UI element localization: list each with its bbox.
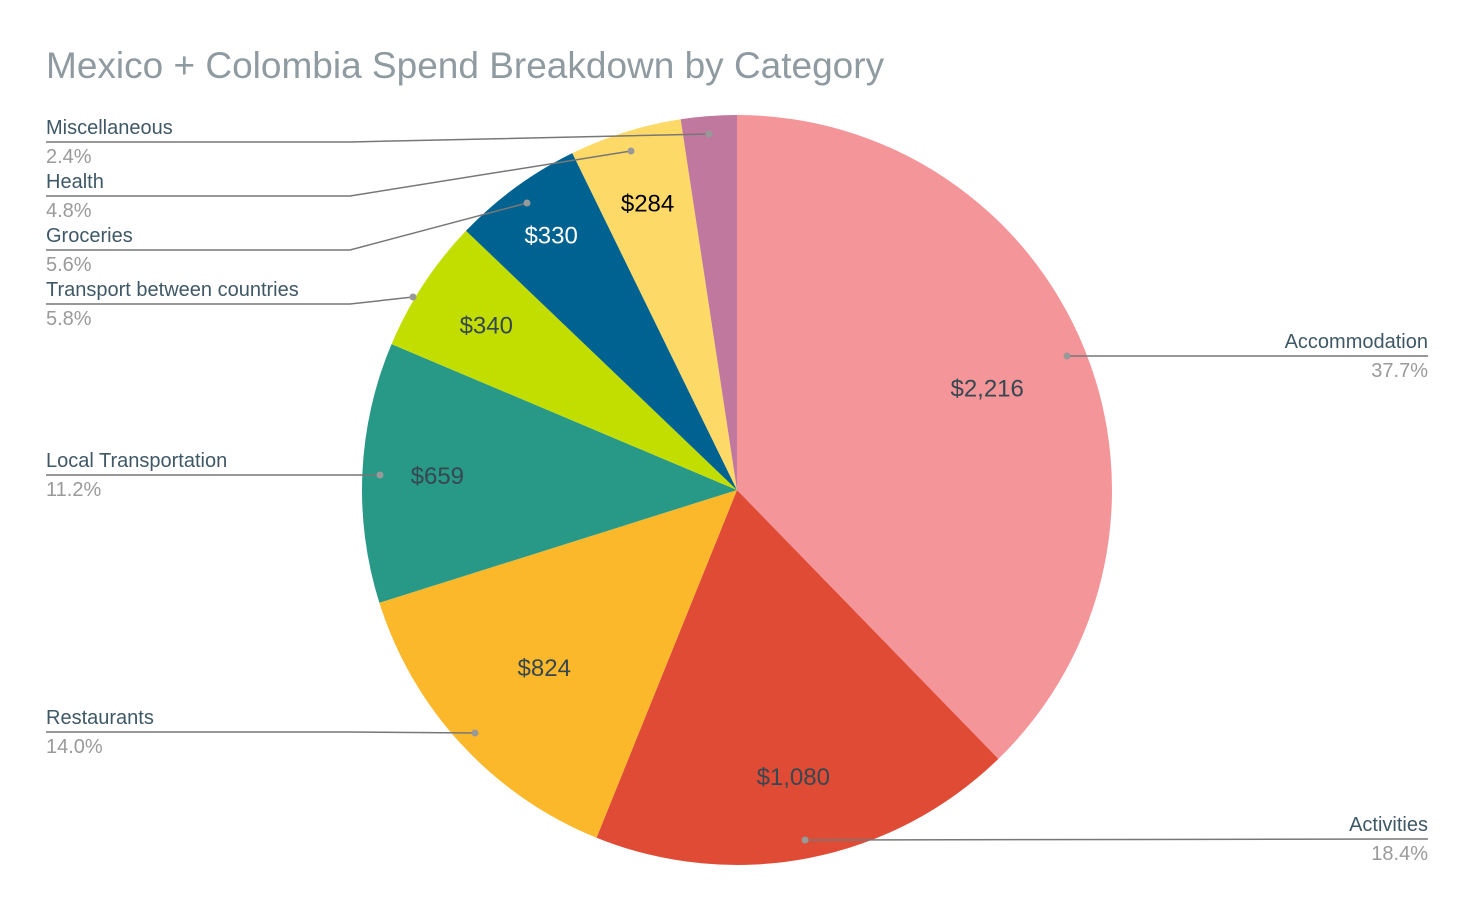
slice-name-label: Restaurants [46, 707, 154, 729]
slice-percent-label: 5.6% [46, 254, 92, 276]
pie-slice-accommodation [737, 115, 1112, 759]
pie-slice-miscellaneous [680, 115, 737, 490]
slice-percent-label: 4.8% [46, 200, 92, 222]
leader-line [46, 202, 528, 251]
slice-name-label: Miscellaneous [46, 117, 173, 139]
slice-name-label: Groceries [46, 225, 133, 247]
slice-value-label: $2,216 [950, 375, 1023, 402]
leader-line [46, 731, 476, 734]
slice-percent-label: 14.0% [46, 736, 103, 758]
pie-slice-restaurants [379, 490, 737, 838]
pie-slice-transport-between-countries [391, 230, 737, 490]
slice-name-label: Accommodation [1285, 331, 1428, 353]
slice-name-label: Local Transportation [46, 450, 227, 472]
leader-dot [801, 836, 809, 844]
slice-name-label: Activities [1349, 814, 1428, 836]
slice-name-label: Transport between countries [46, 279, 299, 301]
slice-value-label: $1,080 [757, 764, 830, 791]
leader-line [804, 838, 1429, 841]
leader-dot [471, 729, 479, 737]
leader-dot [627, 147, 635, 155]
leader-line [46, 296, 414, 305]
leader-dot [523, 199, 531, 207]
slice-percent-label: 11.2% [46, 479, 101, 501]
leader-line [46, 150, 632, 197]
leader-line [46, 133, 710, 143]
slice-value-label: $284 [621, 191, 674, 218]
slice-value-label: $824 [518, 655, 571, 682]
slice-name-label: Health [46, 171, 104, 193]
leader-dot [705, 130, 713, 138]
leader-dot [376, 471, 384, 479]
slice-percent-label: 18.4% [1371, 843, 1428, 865]
slice-percent-label: 5.8% [46, 308, 92, 330]
pie-slice-health [572, 119, 737, 490]
pie-slice-groceries [466, 153, 737, 490]
pie-slice-local-transportation [361, 344, 737, 603]
slice-percent-label: 2.4% [46, 146, 92, 168]
slice-value-label: $330 [524, 223, 577, 250]
leader-dot [1063, 352, 1071, 360]
slice-value-label: $340 [460, 312, 513, 339]
leader-dot [409, 293, 417, 301]
slice-percent-label: 37.7% [1371, 360, 1428, 382]
pie-slice-activities [596, 490, 999, 865]
chart-title: Mexico + Colombia Spend Breakdown by Cat… [46, 45, 885, 86]
slice-value-label: $659 [411, 463, 464, 490]
